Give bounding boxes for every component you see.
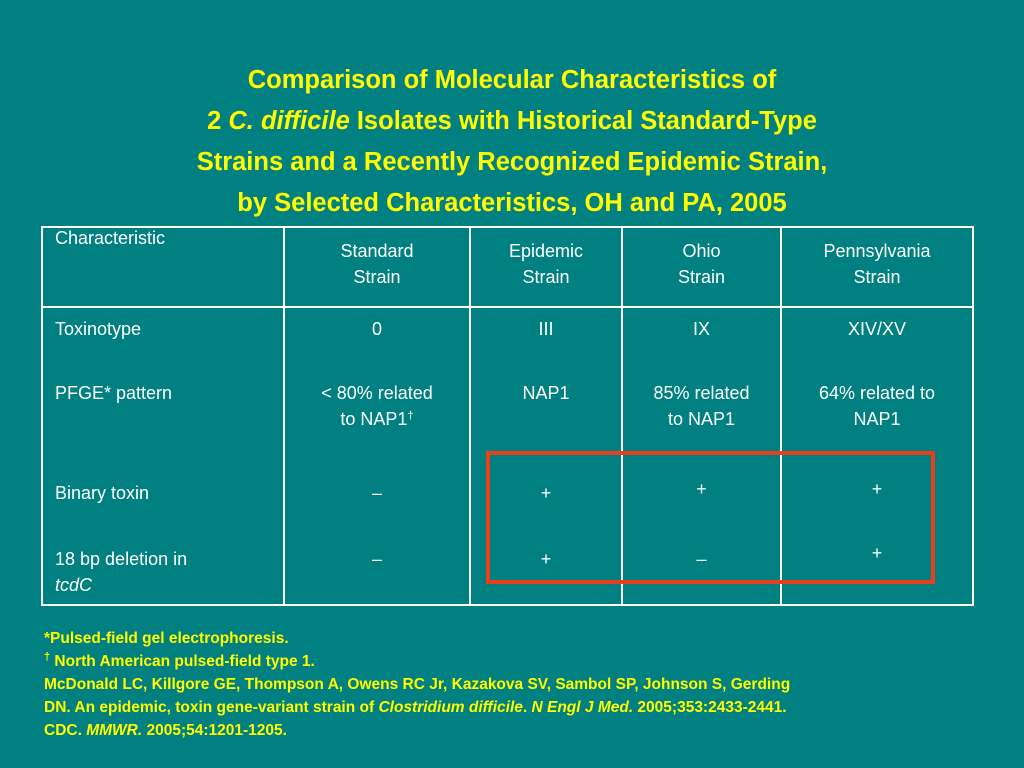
row-label-deletion-l1: 18 bp deletion in (55, 549, 188, 569)
reference-line-2: DN. An epidemic, toxin gene-variant stra… (44, 696, 1014, 719)
pennsylvania-toxinotype: XIV/XV (847, 319, 907, 339)
header-standard-l1: Standard (340, 241, 414, 261)
row-label-binary-toxin: Binary toxin (55, 483, 150, 503)
row-label-toxinotype: Toxinotype (55, 319, 142, 339)
pennsylvania-pfge: 64% related to NAP1 (782, 380, 972, 432)
standard-binary-toxin: – (371, 483, 382, 503)
epidemic-toxinotype: III (538, 319, 554, 339)
header-ohio-l1: Ohio (682, 241, 721, 261)
ohio-binary-toxin: + (696, 479, 707, 499)
title-line-4: by Selected Characteristics, OH and PA, … (237, 189, 787, 217)
title-line-3: Strains and a Recently Recognized Epidem… (196, 148, 828, 176)
ref2-citation: 2005;353:2433-2441. (633, 699, 787, 716)
ohio-deletion: – (696, 549, 707, 569)
footnote-pfge: *Pulsed-field gel electrophoresis. (44, 630, 289, 647)
table-header-row: Characteristic Standard Strain Epidemic St… (41, 226, 974, 308)
characteristic-column: Toxinotype PFGE* pattern Binary toxin 18… (41, 306, 285, 606)
ohio-column: IX 85% related to NAP1 + – (621, 306, 782, 606)
comparison-table: Characteristic Standard Strain Epidemic St… (41, 226, 974, 606)
standard-pfge-l2: to NAP1 (340, 409, 408, 429)
ref2-journal: N Engl J Med. (531, 699, 634, 716)
highlight-box (486, 451, 935, 584)
ref3-prefix: CDC. (44, 722, 87, 739)
standard-pfge-l1: < 80% related (321, 383, 433, 403)
standard-pfge: < 80% related to NAP1† (285, 380, 469, 432)
title-line-2-suffix: Isolates with Historical Standard-Type (349, 107, 817, 135)
reference-line-3: CDC. MMWR. 2005;54:1201-1205. (44, 719, 1014, 742)
standard-toxinotype: 0 (371, 319, 382, 339)
row-label-pfge: PFGE* pattern (55, 383, 173, 403)
header-pennsylvania-l1: Pennsylvania (823, 241, 931, 261)
pennsylvania-pfge-l2: NAP1 (853, 409, 901, 429)
ohio-pfge: 85% related to NAP1 (623, 380, 780, 432)
ohio-toxinotype: IX (692, 319, 710, 339)
standard-deletion: – (371, 549, 382, 569)
header-pennsylvania-l2: Strain (853, 267, 901, 287)
reference-line-1: McDonald LC, Killgore GE, Thompson A, Ow… (44, 676, 791, 693)
title-line-2-prefix: 2 (207, 107, 229, 135)
title-line-1: Comparison of Molecular Characteristics … (247, 66, 777, 94)
epidemic-binary-toxin: + (540, 483, 552, 503)
header-characteristic: Characteristic (41, 226, 285, 308)
footnote-dagger-text: North American pulsed-field type 1. (50, 653, 315, 670)
dagger-mark: † (407, 410, 414, 422)
header-epidemic: Epidemic Strain (469, 226, 623, 308)
ohio-pfge-l2: to NAP1 (667, 409, 736, 429)
header-standard-l2: Strain (353, 267, 401, 287)
header-pennsylvania: Pennsylvania Strain (780, 226, 974, 308)
pennsylvania-binary-toxin: + (871, 479, 883, 499)
ref3-citation: 2005;54:1201-1205. (142, 722, 287, 739)
header-ohio-l2: Strain (677, 267, 726, 287)
header-standard: Standard Strain (283, 226, 471, 308)
ref2-mid: . (522, 699, 532, 716)
header-ohio: Ohio Strain (621, 226, 782, 308)
title-line-2: 2 C. difficile Isolates with Historical … (40, 101, 984, 142)
row-label-deletion-gene: tcdC (55, 575, 93, 595)
epidemic-pfge: NAP1 (522, 383, 570, 403)
epidemic-column: III NAP1 + + (469, 306, 623, 606)
footnotes: *Pulsed-field gel electrophoresis. † Nor… (44, 627, 1014, 742)
slide-title: Comparison of Molecular Characteristics … (40, 60, 984, 224)
ref3-journal: MMWR. (86, 722, 143, 739)
header-characteristic-label: Characteristic (55, 228, 166, 248)
footnote-dagger-mark: † (44, 651, 51, 663)
row-label-deletion: 18 bp deletion in tcdC (55, 546, 187, 598)
pennsylvania-pfge-l1: 64% related to (818, 383, 936, 403)
header-epidemic-l1: Epidemic (508, 241, 584, 261)
ref2-prefix: DN. An epidemic, toxin gene-variant stra… (44, 699, 379, 716)
standard-column: 0 < 80% related to NAP1† – – (283, 306, 471, 606)
footnote-dagger: † North American pulsed-field type 1. (44, 650, 1014, 673)
table-body-row: Toxinotype PFGE* pattern Binary toxin 18… (41, 306, 974, 606)
pennsylvania-deletion: + (871, 543, 883, 563)
title-organism: C. difficile (228, 107, 350, 135)
header-epidemic-l2: Strain (522, 267, 570, 287)
ref2-organism: Clostridium difficile (378, 699, 523, 716)
pennsylvania-column: XIV/XV 64% related to NAP1 + + (780, 306, 974, 606)
ohio-pfge-l1: 85% related (653, 383, 750, 403)
epidemic-deletion: + (540, 549, 552, 569)
